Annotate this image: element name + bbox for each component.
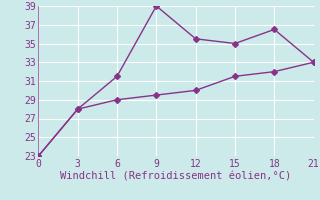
X-axis label: Windchill (Refroidissement éolien,°C): Windchill (Refroidissement éolien,°C): [60, 172, 292, 182]
